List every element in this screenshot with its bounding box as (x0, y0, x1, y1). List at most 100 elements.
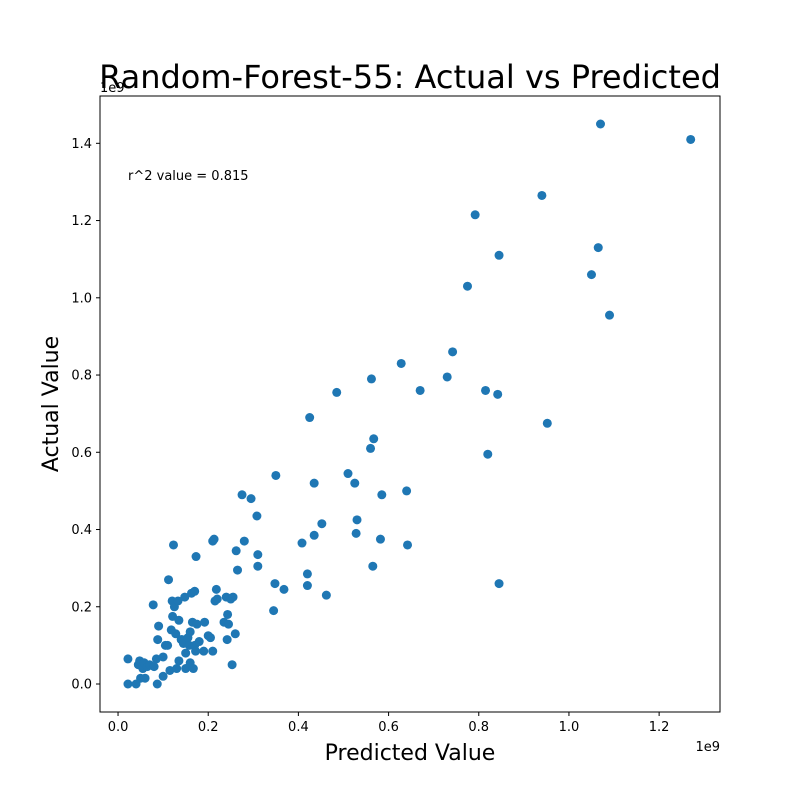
data-point (593, 243, 603, 253)
data-point (415, 385, 425, 395)
data-point (123, 654, 133, 664)
data-point (174, 656, 184, 666)
y-tick-label: 0.0 (71, 678, 92, 693)
data-point (368, 561, 378, 571)
data-point (494, 250, 504, 260)
data-point (191, 552, 201, 562)
y-axis-label: Actual Value (39, 336, 64, 472)
x-tick-label: 1.0 (559, 720, 580, 735)
data-point (494, 579, 504, 589)
x-axis-ticks: 0.0 0.2 0.4 0.6 0.8 1.0 1.2 (108, 712, 669, 735)
y-axis-ticks: 0.0 0.2 0.4 0.6 0.8 1.0 1.2 1.4 (71, 137, 100, 693)
data-point (185, 627, 195, 637)
data-point (586, 270, 596, 280)
data-point (332, 387, 342, 397)
data-point (158, 671, 168, 681)
data-point (605, 310, 615, 320)
data-point (222, 635, 232, 645)
data-point (171, 629, 181, 639)
data-point (448, 347, 458, 357)
data-point (233, 565, 243, 575)
data-point (152, 679, 162, 689)
data-point (165, 665, 175, 675)
data-point (154, 621, 164, 631)
data-point (271, 470, 281, 480)
data-point (253, 550, 263, 560)
y-tick-label: 1.4 (71, 137, 92, 152)
data-point (351, 528, 361, 538)
scatter-points (123, 119, 696, 689)
data-point (231, 546, 241, 556)
data-point (208, 646, 218, 656)
data-point (212, 594, 222, 604)
data-point (153, 635, 163, 645)
data-point (352, 515, 362, 525)
data-point (192, 619, 202, 629)
data-point (279, 584, 289, 594)
data-point (366, 374, 376, 384)
r2-annotation: r^2 value = 0.815 (128, 169, 249, 184)
data-point (209, 534, 219, 544)
data-point (309, 530, 319, 540)
data-point (194, 637, 204, 647)
data-point (199, 646, 209, 656)
data-point (309, 478, 319, 488)
data-point (402, 486, 412, 496)
data-point (230, 629, 240, 639)
data-point (442, 372, 452, 382)
data-point (366, 443, 376, 453)
data-point (302, 581, 312, 591)
chart-title: Random-Forest-55: Actual vs Predicted (99, 58, 721, 96)
data-point (223, 609, 233, 619)
data-point (470, 210, 480, 220)
x-axis-label: Predicted Value (325, 741, 496, 766)
data-point (481, 385, 491, 395)
data-point (302, 569, 312, 579)
data-point (227, 660, 237, 670)
x-tick-label: 0.2 (198, 720, 219, 735)
data-point (237, 490, 247, 500)
data-point (123, 679, 133, 689)
y-tick-label: 1.0 (71, 291, 92, 306)
data-point (140, 673, 150, 683)
data-point (164, 575, 174, 585)
data-point (369, 434, 379, 444)
data-point (377, 490, 387, 500)
data-point (350, 478, 360, 488)
data-point (317, 519, 327, 529)
y-tick-label: 1.2 (71, 214, 92, 229)
x-axis-multiplier: 1e9 (695, 740, 720, 755)
data-point (305, 413, 315, 423)
data-point (252, 511, 262, 521)
data-point (174, 615, 184, 625)
y-tick-label: 0.6 (71, 446, 92, 461)
data-point (224, 619, 234, 629)
data-point (191, 646, 201, 656)
data-point (253, 561, 263, 571)
data-point (396, 358, 406, 368)
y-axis-multiplier: 1e9 (100, 81, 125, 96)
data-point (211, 584, 221, 594)
data-point (269, 606, 279, 616)
data-point (596, 119, 606, 129)
data-point (149, 662, 159, 672)
x-tick-label: 0.0 (108, 720, 129, 735)
data-point (168, 540, 178, 550)
data-point (190, 586, 200, 596)
data-point (483, 449, 493, 459)
data-point (542, 418, 552, 428)
data-point (158, 652, 168, 662)
data-point (173, 596, 183, 606)
data-point (537, 190, 547, 200)
data-point (151, 654, 161, 664)
data-point (205, 633, 215, 643)
y-tick-label: 0.4 (71, 523, 92, 538)
data-point (321, 590, 331, 600)
data-point (228, 592, 238, 602)
data-point (297, 538, 307, 548)
data-point (239, 536, 249, 546)
x-tick-label: 0.4 (288, 720, 309, 735)
y-tick-label: 0.2 (71, 600, 92, 615)
data-point (375, 534, 385, 544)
